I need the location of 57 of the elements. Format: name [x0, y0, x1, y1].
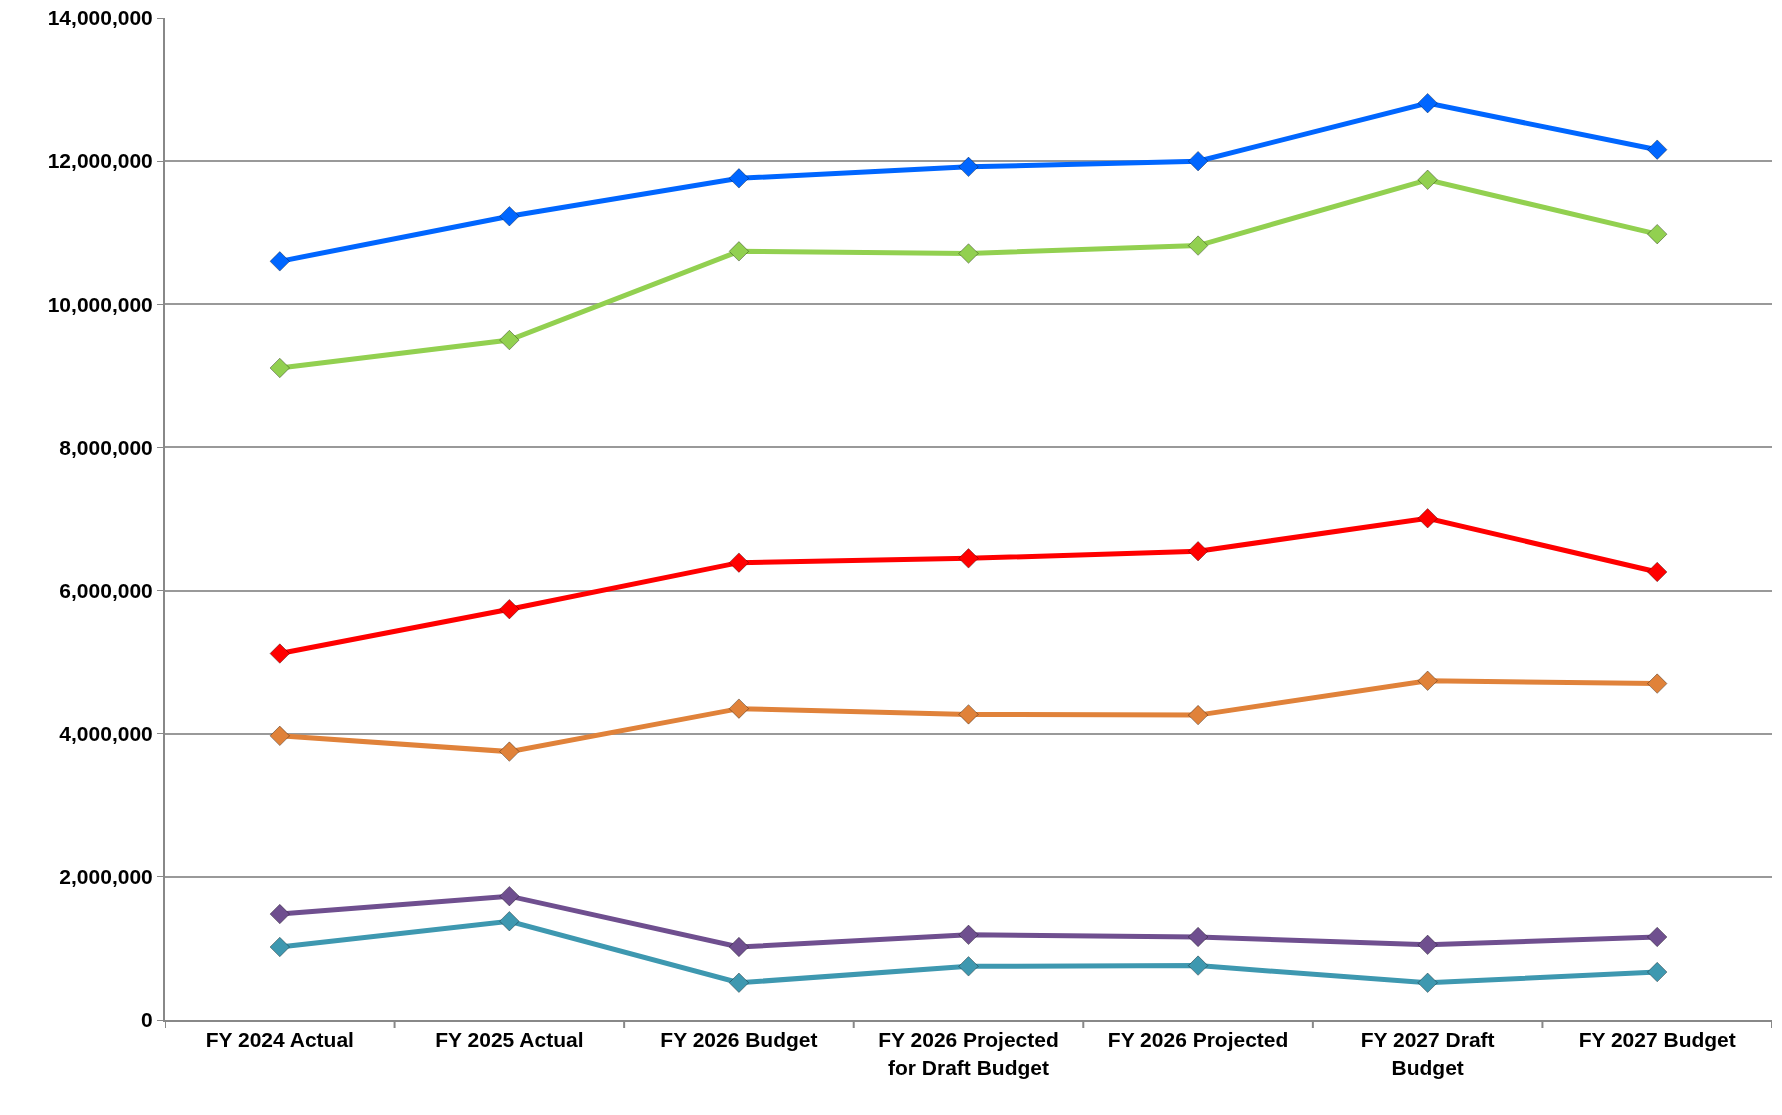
- x-tick-label: FY 2027 Draft Budget: [1360, 1028, 1495, 1079]
- point: [269, 251, 291, 272]
- point: [1646, 561, 1668, 583]
- y-tick-label: 12,000,000: [47, 149, 153, 173]
- point: [1187, 955, 1209, 976]
- point: [958, 924, 979, 946]
- point: [269, 643, 291, 664]
- point: [728, 936, 750, 958]
- point: [269, 903, 291, 925]
- point: [499, 598, 520, 620]
- point: [1417, 508, 1438, 529]
- x-tick-label: FY 2026 Projected: [1107, 1028, 1289, 1052]
- point: [728, 241, 750, 262]
- point: [958, 956, 979, 977]
- y-tick-label: 2,000,000: [59, 865, 153, 889]
- x-tick-label: FY 2024 Actual: [205, 1028, 354, 1052]
- point: [499, 741, 520, 762]
- y-tick-label: 14,000,000: [47, 6, 153, 30]
- point: [499, 206, 520, 227]
- point: [958, 156, 979, 178]
- point: [1646, 223, 1668, 245]
- point: [728, 168, 750, 189]
- point: [728, 698, 750, 719]
- point: [1417, 934, 1438, 956]
- point: [1187, 540, 1209, 562]
- y-tick-label: 4,000,000: [59, 722, 153, 746]
- y-tick-label: 8,000,000: [59, 435, 153, 459]
- x-tick-label: FY 2025 Actual: [435, 1028, 584, 1052]
- x-tick-label: FY 2026 Budget: [660, 1028, 818, 1052]
- point: [269, 725, 291, 747]
- point: [1417, 169, 1438, 190]
- point: [1187, 704, 1209, 726]
- point: [1646, 926, 1668, 948]
- x-tick-label: FY 2027 Budget: [1578, 1028, 1736, 1052]
- point: [269, 357, 291, 379]
- point: [1187, 150, 1209, 172]
- point: [958, 548, 979, 569]
- point: [958, 704, 979, 725]
- point: [269, 936, 291, 958]
- point: [1646, 961, 1668, 983]
- point: [499, 910, 520, 932]
- y-tick-label: 6,000,000: [59, 578, 153, 602]
- point: [1417, 972, 1438, 994]
- point: [499, 885, 520, 907]
- point: [1187, 235, 1209, 256]
- point: [728, 552, 750, 573]
- y-tick-label: 10,000,000: [47, 292, 153, 316]
- point: [499, 329, 520, 351]
- y-tick-label: 0: [141, 1008, 153, 1032]
- point: [958, 243, 979, 264]
- x-tick-label: FY 2026 Projected for Draft Budget: [878, 1028, 1059, 1079]
- point: [1417, 670, 1438, 691]
- point: [1417, 92, 1438, 114]
- point: [1646, 673, 1668, 694]
- point: [728, 972, 750, 994]
- point: [1646, 139, 1668, 160]
- point: [1187, 926, 1209, 948]
